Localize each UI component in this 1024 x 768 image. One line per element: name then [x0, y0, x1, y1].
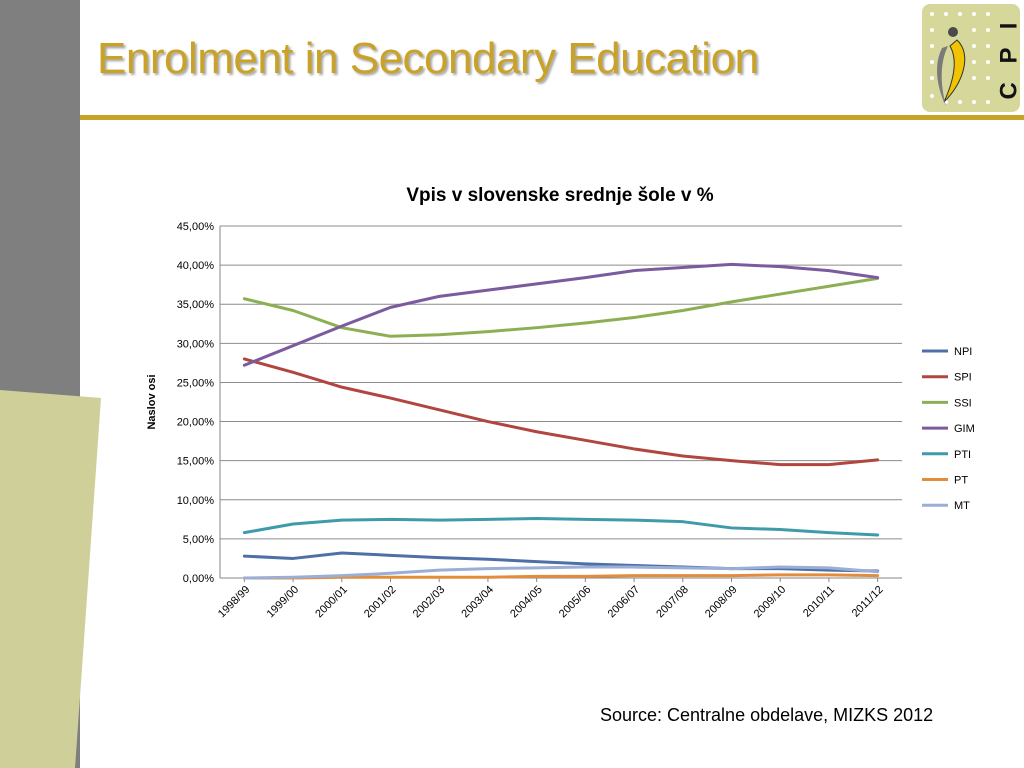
x-tick-label: 2001/02 [362, 584, 399, 621]
legend-label-pt: PT [954, 475, 968, 487]
x-tick-label: 2007/08 [654, 584, 691, 621]
y-tick-label: 45,00% [177, 221, 215, 233]
x-tick-label: 2008/09 [703, 584, 740, 621]
series-line-pti [242, 517, 880, 537]
logo-text: C P I [995, 17, 1022, 100]
series-line-gim [242, 262, 880, 367]
series-line-ssi [242, 276, 880, 338]
y-tick-label: 5,00% [183, 534, 214, 546]
source-note: Source: Centralne obdelave, MIZKS 2012 [600, 705, 934, 725]
legend-label-spi: SPI [954, 372, 972, 384]
legend-label-mt: MT [954, 500, 970, 512]
series-line-mt [242, 565, 880, 580]
legend-label-ssi: SSI [954, 397, 972, 409]
y-tick-label: 0,00% [183, 573, 214, 585]
x-tick-label: 2002/03 [411, 584, 448, 621]
x-tick-label: 1999/00 [265, 584, 302, 621]
cpi-logo: C P I [922, 4, 1022, 112]
chart-title: Vpis v slovenske srednje šole v % [406, 185, 713, 206]
enrolment-line-chart: Vpis v slovenske srednje šole v % Naslov… [146, 185, 975, 621]
series-line-pt [242, 573, 880, 580]
x-tick-label: 2010/11 [801, 584, 837, 620]
legend-label-gim: GIM [954, 423, 975, 435]
y-tick-label: 35,00% [177, 299, 215, 311]
y-tick-label: 15,00% [177, 456, 215, 468]
x-tick-label: 2011/12 [850, 584, 886, 620]
x-tick-label: 2004/05 [508, 584, 545, 621]
y-tick-label: 10,00% [177, 495, 215, 507]
y-tick-label: 30,00% [177, 338, 215, 350]
x-tick-label: 1998/99 [216, 584, 253, 621]
title-divider [80, 115, 1024, 120]
x-tick-label: 2006/07 [606, 584, 643, 621]
y-tick-label: 20,00% [177, 417, 215, 429]
series-line-spi [242, 357, 880, 467]
legend-label-pti: PTI [954, 449, 971, 461]
left-panel-shape [0, 390, 101, 768]
y-tick-label: 40,00% [177, 260, 215, 272]
x-tick-label: 2009/10 [752, 584, 789, 621]
y-axis-label: Naslov osi [146, 374, 158, 429]
x-tick-label: 2005/06 [557, 584, 594, 621]
page-title: Enrolment in Secondary Education [97, 34, 759, 83]
x-tick-label: 2000/01 [313, 584, 350, 621]
legend-label-npi: NPI [954, 346, 972, 358]
y-tick-label: 25,00% [177, 377, 215, 389]
left-decorative-panel [0, 390, 101, 768]
x-tick-label: 2003/04 [459, 584, 496, 621]
